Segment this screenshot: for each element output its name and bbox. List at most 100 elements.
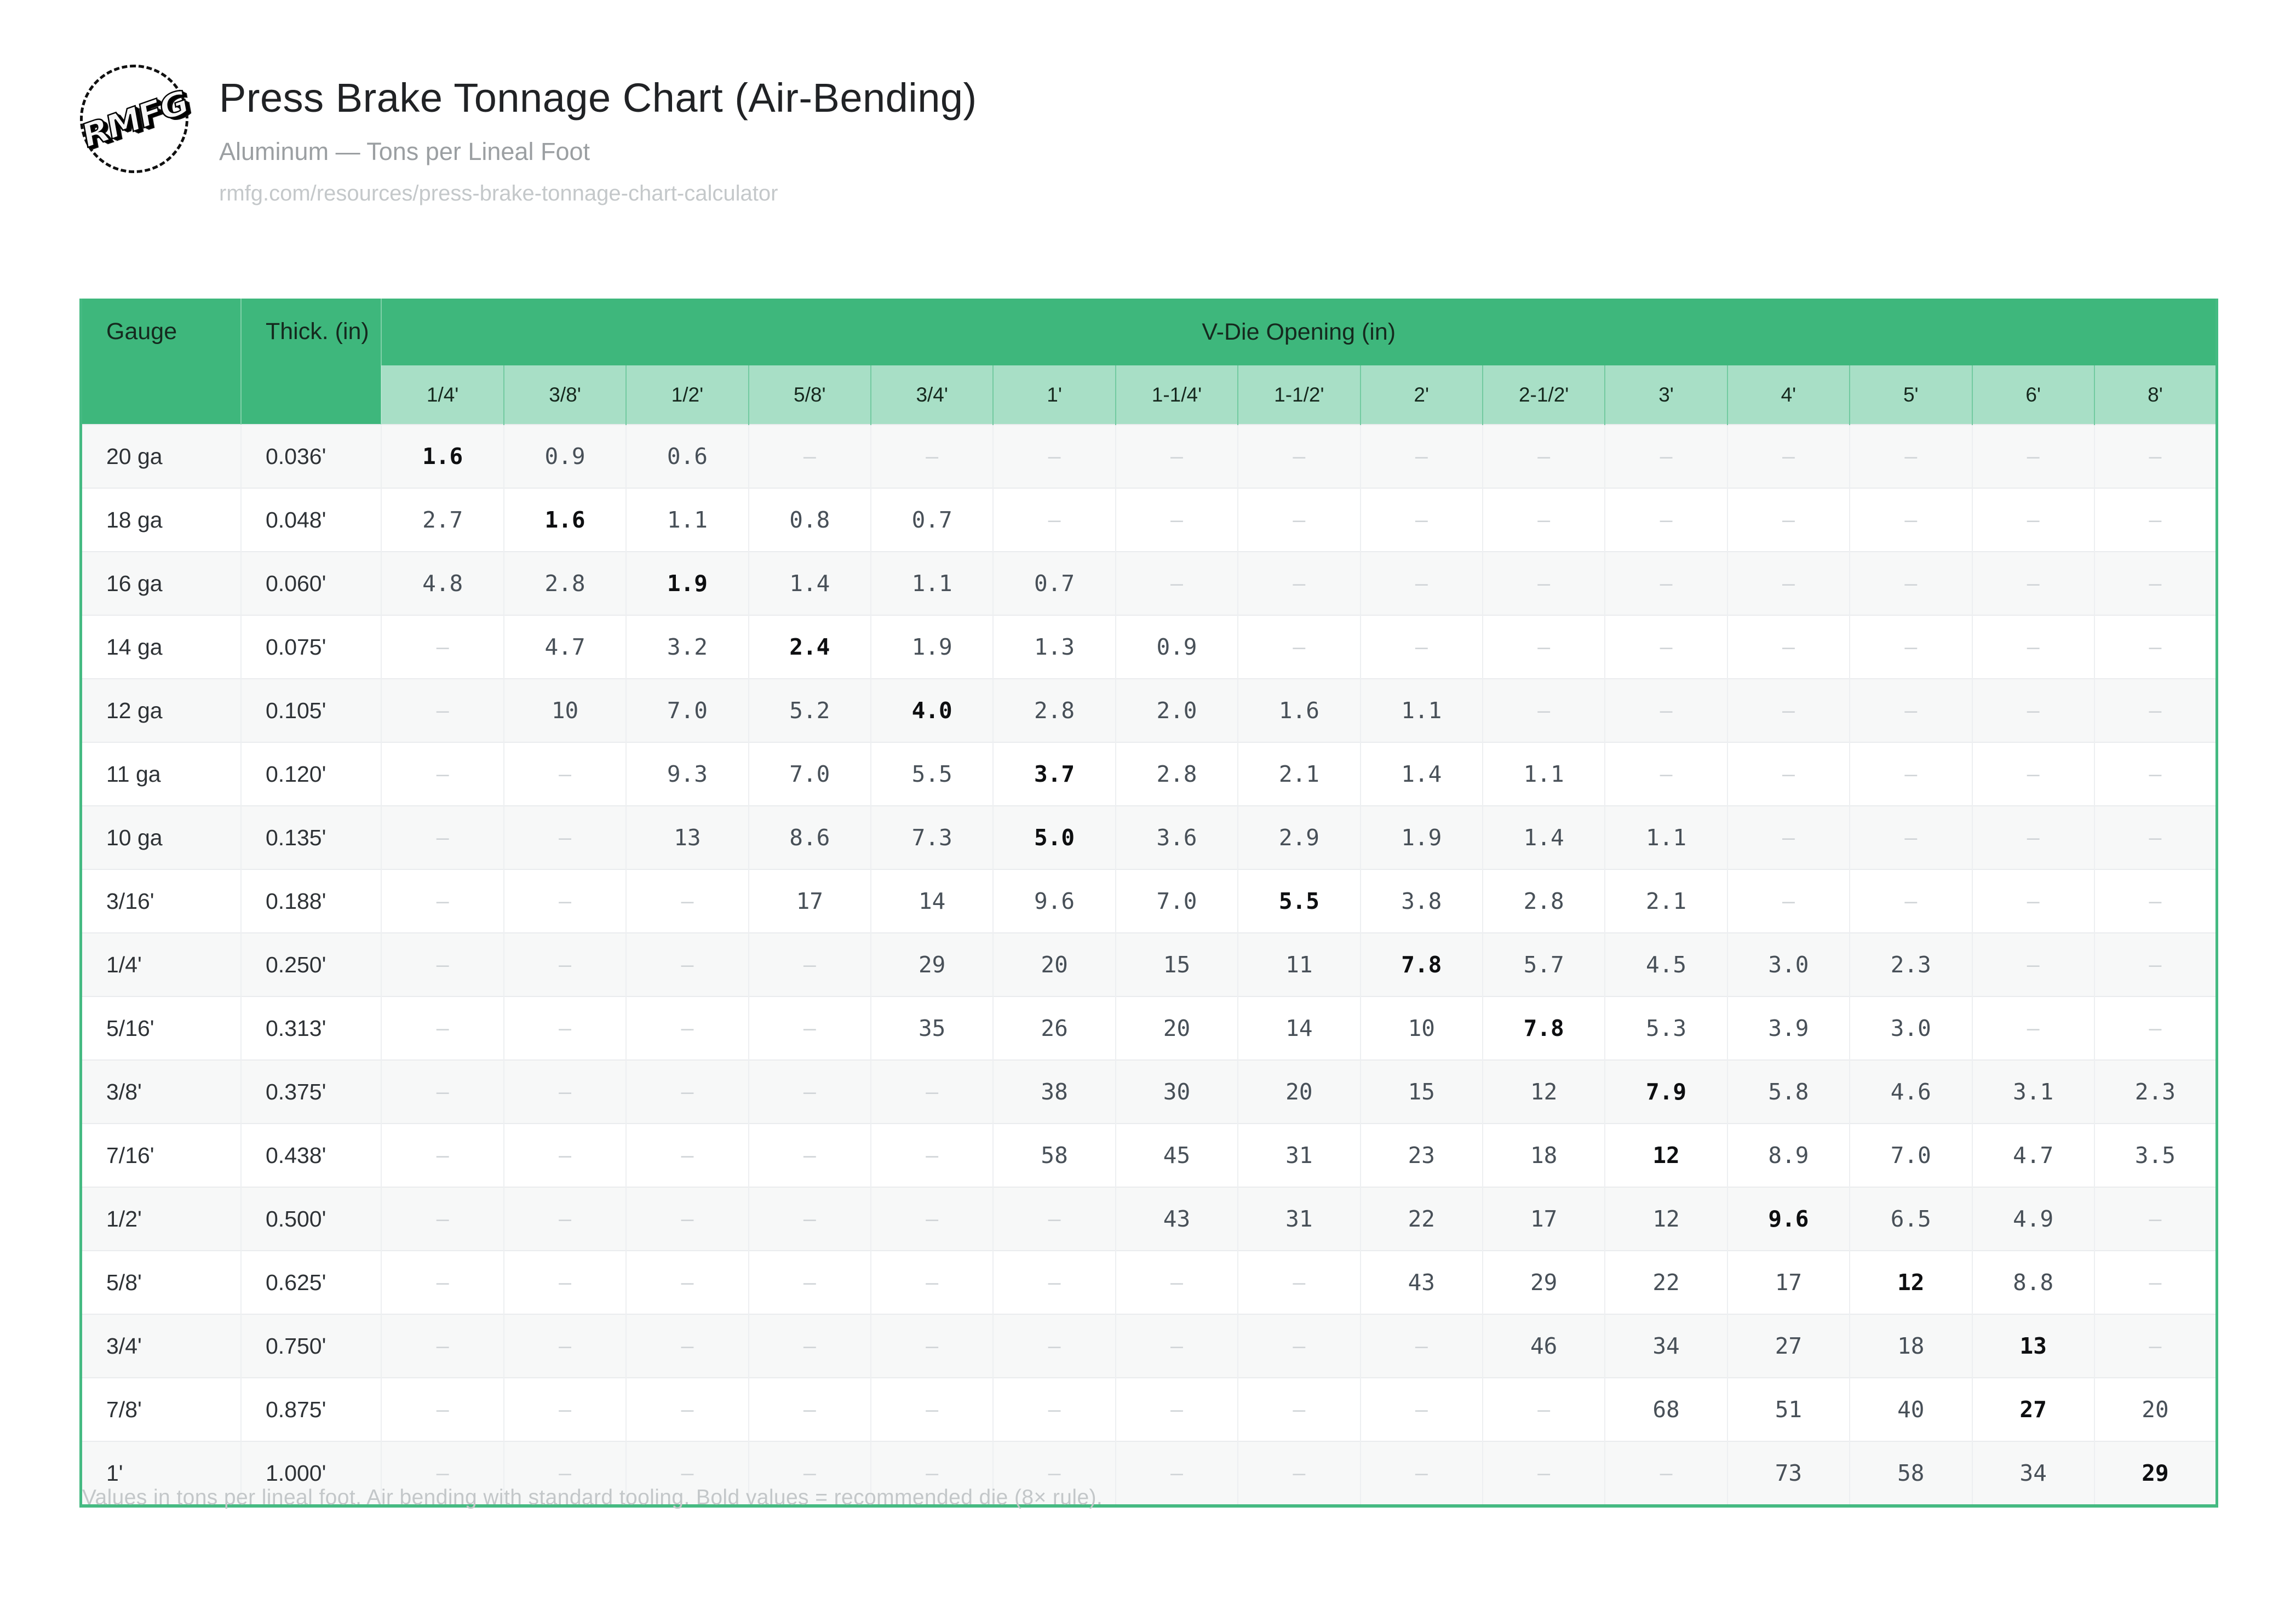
tonnage-cell-empty: –	[1482, 488, 1605, 552]
thickness-cell: 0.188'	[240, 869, 382, 933]
tonnage-cell: 3.0	[1726, 932, 1850, 996]
tonnage-cell-empty: –	[1849, 742, 1972, 806]
tonnage-cell-recommended: 1.6	[503, 488, 627, 552]
tonnage-cell: 45	[1115, 1123, 1238, 1187]
table-row: 11 ga 0.120' – –9.3 7.0 5.5 3.7 2.8 2.1 1.4 1.1– – –…	[81, 742, 2217, 806]
gauge-cell: 11 ga	[81, 742, 241, 806]
die-opening-header: 1'	[992, 365, 1116, 425]
col-header-vdie-group: V-Die Opening (in)	[381, 299, 2217, 365]
table-row: 20 ga 0.036' 1.6 0.9 0.6– – – – – – – – – – – –	[81, 424, 2217, 488]
rmfg-logo: RMFG	[76, 61, 192, 177]
table-row: 5/16' 0.313' – – – –35 26 20 14 10 7.8 5.3 3.9 3.0– –	[81, 996, 2217, 1060]
gauge-cell: 7/16'	[81, 1123, 241, 1187]
tonnage-cell: 40	[1849, 1377, 1972, 1441]
die-opening-header: 1-1/4'	[1115, 365, 1238, 425]
tonnage-cell-recommended: 5.0	[992, 805, 1116, 869]
die-opening-header: 2-1/2'	[1482, 365, 1605, 425]
tonnage-cell: 8.6	[748, 805, 871, 869]
tonnage-cell: 2.3	[2093, 1059, 2217, 1124]
tonnage-cell-empty: –	[1237, 1377, 1361, 1441]
tonnage-cell-empty: –	[1971, 678, 2094, 742]
tonnage-cell: 22	[1604, 1250, 1727, 1314]
tonnage-cell-recommended: 29	[2093, 1441, 2217, 1506]
table-row: 12 ga 0.105' –10 7.0 5.2 4.0 2.8 2.0 1.6 1.1– – – – –…	[81, 678, 2217, 742]
tonnage-cell-recommended: 9.6	[1726, 1187, 1850, 1251]
tonnage-cell: 12	[1604, 1187, 1727, 1251]
tonnage-cell-empty: –	[1849, 678, 1972, 742]
tonnage-cell-empty: –	[992, 488, 1116, 552]
tonnage-cell: 5.8	[1726, 1059, 1850, 1124]
tonnage-cell-empty: –	[503, 1441, 627, 1506]
tonnage-cell: 14	[870, 869, 994, 933]
tonnage-cell-empty: –	[1971, 996, 2094, 1060]
tonnage-cell-empty: –	[870, 1059, 994, 1124]
gauge-cell: 1'	[81, 1441, 241, 1506]
tonnage-cell-empty: –	[1237, 615, 1361, 679]
tonnage-cell: 5.2	[748, 678, 871, 742]
tonnage-cell-empty: –	[2093, 932, 2217, 996]
tonnage-cell-empty: –	[1726, 424, 1850, 488]
die-opening-header: 4'	[1726, 365, 1850, 425]
tonnage-cell-empty: –	[625, 1187, 749, 1251]
tonnage-cell-empty: –	[503, 996, 627, 1060]
tonnage-cell-empty: –	[992, 1250, 1116, 1314]
table-row: 7/8' 0.875' – – – – – – – – – –68 51 40 27 20	[81, 1377, 2217, 1441]
tonnage-cell-empty: –	[503, 1123, 627, 1187]
gauge-cell: 3/4'	[81, 1314, 241, 1378]
tonnage-cell: 20	[992, 932, 1116, 996]
tonnage-cell-empty: –	[1237, 488, 1361, 552]
tonnage-cell: 0.7	[992, 551, 1116, 615]
tonnage-cell: 18	[1482, 1123, 1605, 1187]
tonnage-cell-empty: –	[1971, 805, 2094, 869]
tonnage-cell-empty: –	[625, 932, 749, 996]
tonnage-cell-empty: –	[1482, 615, 1605, 679]
die-opening-header: 5/8'	[748, 365, 871, 425]
tonnage-cell-empty: –	[503, 742, 627, 806]
tonnage-cell: 7.0	[748, 742, 871, 806]
tonnage-cell-recommended: 7.8	[1482, 996, 1605, 1060]
gauge-cell: 3/16'	[81, 869, 241, 933]
tonnage-cell-recommended: 13	[1971, 1314, 2094, 1378]
tonnage-cell-empty: –	[1849, 424, 1972, 488]
tonnage-cell: 30	[1115, 1059, 1238, 1124]
tonnage-cell-empty: –	[1604, 424, 1727, 488]
tonnage-cell-empty: –	[2093, 742, 2217, 806]
tonnage-cell: 20	[1237, 1059, 1361, 1124]
tonnage-cell-empty: –	[381, 869, 504, 933]
tonnage-cell-empty: –	[1359, 615, 1483, 679]
tonnage-cell-empty: –	[748, 1059, 871, 1124]
die-opening-header: 1/4'	[381, 365, 504, 425]
tonnage-cell: 1.4	[1482, 805, 1605, 869]
table-header: Gauge Thick. (in) V-Die Opening (in) 1/4…	[81, 299, 2217, 425]
table-row: 16 ga 0.060' 4.8 2.8 1.9 1.4 1.1 0.7– – – – – – – – –	[81, 551, 2217, 615]
tonnage-cell: 5.5	[870, 742, 994, 806]
gauge-cell: 10 ga	[81, 805, 241, 869]
thickness-cell: 0.875'	[240, 1377, 382, 1441]
tonnage-cell: 46	[1482, 1314, 1605, 1378]
tonnage-cell-empty: –	[1726, 742, 1850, 806]
thickness-cell: 0.375'	[240, 1059, 382, 1124]
tonnage-cell-empty: –	[381, 996, 504, 1060]
tonnage-cell-empty: –	[748, 1441, 871, 1506]
tonnage-cell-empty: –	[1359, 1314, 1483, 1378]
tonnage-cell-empty: –	[1726, 615, 1850, 679]
tonnage-cell-empty: –	[748, 932, 871, 996]
tonnage-cell-empty: –	[1115, 1377, 1238, 1441]
tonnage-cell-recommended: 12	[1849, 1250, 1972, 1314]
tonnage-cell: 2.9	[1237, 805, 1361, 869]
tonnage-cell-empty: –	[1604, 488, 1727, 552]
tonnage-cell-recommended: 3.7	[992, 742, 1116, 806]
tonnage-cell: 31	[1237, 1123, 1361, 1187]
tonnage-cell-empty: –	[381, 805, 504, 869]
tonnage-cell: 2.3	[1849, 932, 1972, 996]
tonnage-cell: 7.3	[870, 805, 994, 869]
tonnage-cell: 2.8	[1482, 869, 1605, 933]
tonnage-cell: 2.8	[1115, 742, 1238, 806]
tonnage-cell: 3.2	[625, 615, 749, 679]
thickness-cell: 0.250'	[240, 932, 382, 996]
tonnage-cell: 26	[992, 996, 1116, 1060]
tonnage-cell-recommended: 7.8	[1359, 932, 1483, 996]
tonnage-cell-empty: –	[1482, 424, 1605, 488]
tonnage-cell: 17	[1726, 1250, 1850, 1314]
